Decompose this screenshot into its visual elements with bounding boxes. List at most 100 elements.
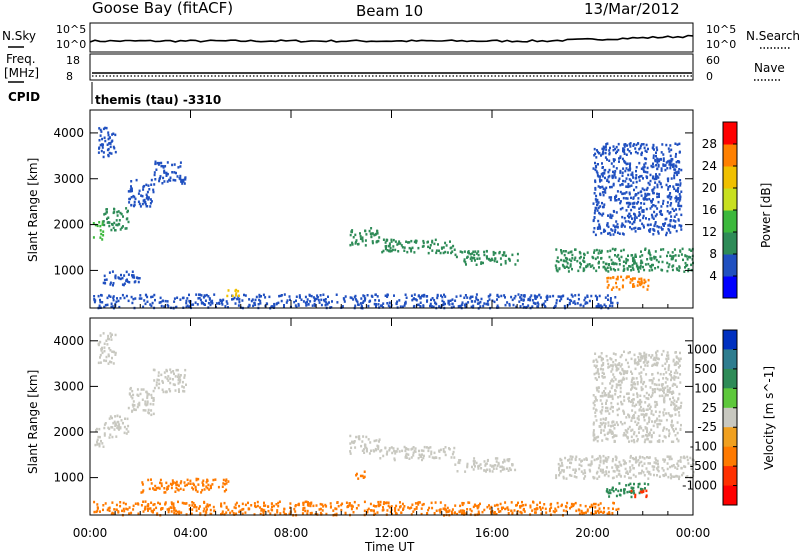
velocity-cell (413, 508, 416, 511)
power-cell (294, 304, 297, 307)
velocity-cell (651, 373, 654, 376)
power-cell (632, 259, 634, 263)
velocity-cell (594, 352, 597, 355)
velocity-cell (385, 452, 388, 456)
velocity-cell (285, 513, 287, 516)
velocity-cell (667, 475, 670, 479)
velocity-cell (566, 501, 569, 505)
power-cell (640, 143, 643, 146)
velocity-cell (394, 511, 397, 515)
power-cell (444, 241, 447, 245)
velocity-cell (645, 391, 648, 395)
velocity-cell (624, 433, 627, 437)
velocity-cell (539, 508, 542, 511)
power-cell (543, 304, 546, 308)
velocity-cell (414, 502, 417, 505)
velocity-cell (648, 407, 651, 410)
velocity-cell (602, 459, 605, 463)
power-cell (631, 205, 634, 209)
velocity-cell (128, 512, 131, 515)
velocity-cell (615, 494, 618, 498)
velocity-cell (382, 454, 385, 458)
power-cell (388, 301, 391, 304)
power-cell (152, 190, 155, 194)
power-cell (654, 221, 657, 224)
velocity-cell (632, 438, 635, 442)
ytick-label: 2000 (53, 218, 84, 232)
power-cell (153, 183, 156, 186)
velocity-cell (668, 364, 671, 367)
velocity-cell (575, 455, 578, 458)
power-cell (254, 298, 257, 302)
power-cell (264, 296, 267, 299)
power-cell (324, 303, 327, 307)
power-cell (110, 228, 113, 232)
power-cell (664, 222, 667, 225)
velocity-cell (531, 509, 534, 512)
velocity-cell (146, 507, 149, 510)
power-cell (295, 295, 298, 298)
velocity-cell (637, 485, 640, 489)
velocity-cell (596, 368, 599, 371)
power-cell (122, 215, 124, 218)
velocity-cell (418, 453, 421, 456)
power-cell (396, 300, 399, 303)
power-cell (403, 249, 406, 252)
power-cell (597, 201, 600, 204)
power-cell (158, 177, 161, 181)
velocity-cell (630, 370, 632, 373)
power-cell (331, 300, 333, 303)
velocity-cell (431, 456, 434, 459)
power-cell (624, 220, 627, 223)
velocity-cell (609, 431, 612, 434)
velocity-cell (578, 458, 581, 461)
velocity-cell (637, 400, 640, 404)
velocity-cell (592, 423, 595, 426)
power-cell (374, 293, 377, 296)
power-cell (583, 260, 586, 263)
power-cell (576, 259, 579, 263)
power-cell (631, 254, 634, 257)
power-cell (518, 300, 521, 303)
velocity-cell (375, 505, 378, 508)
velocity-cell (631, 399, 633, 402)
power-cell (101, 222, 104, 225)
power-cell (185, 299, 188, 303)
velocity-cell (514, 468, 517, 472)
power-cell (435, 302, 438, 306)
power-cell (234, 302, 237, 305)
velocity-cell (666, 378, 669, 381)
velocity-cell (372, 449, 375, 452)
velocity-cell (606, 438, 609, 441)
power-cell (162, 166, 165, 169)
velocity-cell (147, 393, 150, 396)
power-cell (625, 185, 628, 188)
time-axis: 00:00 04:00 08:00 12:00 16:00 20:00 00:00 (73, 110, 710, 540)
xtick-label: 12:00 (374, 526, 409, 540)
velocity-cell (473, 460, 476, 463)
power-cell (93, 295, 96, 298)
power-cell (647, 284, 650, 288)
velocity-cell (654, 410, 657, 413)
velocity-cell (562, 477, 565, 480)
velocity-cell (595, 419, 598, 422)
power-cell (133, 280, 136, 284)
velocity-cell (624, 462, 627, 465)
velocity-cell (634, 367, 637, 371)
power-cell (600, 179, 603, 182)
power-cell (561, 263, 564, 267)
power-cell (302, 300, 305, 303)
velocity-cell (172, 370, 175, 373)
velocity-cell (597, 503, 600, 507)
velocity-cell (156, 378, 159, 381)
velocity-cell (628, 490, 631, 493)
power-cell (619, 156, 622, 160)
power-cell (149, 202, 152, 205)
power-cell (153, 293, 156, 297)
velocity-cell (624, 467, 627, 471)
power-cell (138, 202, 141, 206)
power-cell (430, 298, 432, 302)
velocity-cell (646, 422, 649, 425)
power-cell (184, 178, 187, 181)
velocity-cell (628, 470, 631, 473)
